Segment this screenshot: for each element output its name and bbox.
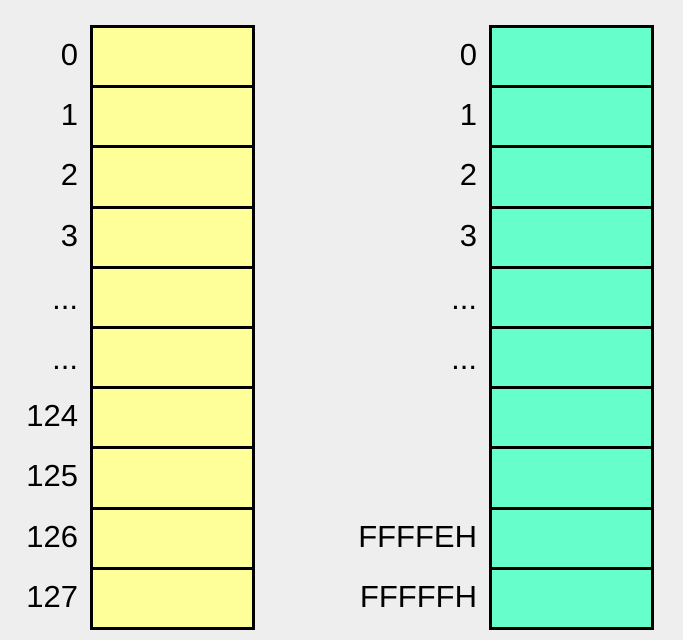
memory-cell bbox=[492, 449, 651, 510]
memory-cell bbox=[93, 510, 252, 570]
address-label: 2 bbox=[60, 157, 78, 193]
address-label: 125 bbox=[26, 458, 78, 494]
memory-cell bbox=[93, 88, 252, 149]
address-label: ... bbox=[52, 280, 78, 316]
address-label: FFFFEH bbox=[358, 518, 477, 554]
memory-cell bbox=[492, 148, 651, 209]
memory-cell bbox=[93, 570, 252, 630]
memory-cell bbox=[93, 209, 252, 269]
memory-cell bbox=[492, 329, 651, 390]
memory-cell bbox=[492, 28, 651, 89]
memory-cell bbox=[492, 88, 651, 149]
memory-cell bbox=[93, 329, 252, 390]
address-label: ... bbox=[451, 280, 477, 316]
address-label: 3 bbox=[459, 217, 477, 253]
memory-cell bbox=[492, 510, 651, 570]
address-label bbox=[300, 386, 477, 446]
address-label: 2 bbox=[459, 157, 477, 193]
memory-cell bbox=[93, 269, 252, 329]
address-label: 0 bbox=[60, 37, 78, 72]
memory-cell bbox=[492, 269, 651, 329]
address-label: ... bbox=[52, 340, 78, 376]
left-memory-cells bbox=[90, 25, 255, 630]
memory-cell bbox=[492, 389, 651, 450]
address-label bbox=[300, 446, 477, 506]
memory-cell bbox=[93, 389, 252, 450]
address-label: ... bbox=[451, 340, 477, 376]
address-label: 0 bbox=[459, 37, 477, 72]
address-label: 124 bbox=[26, 398, 78, 434]
right-memory-cells bbox=[489, 25, 654, 630]
address-label: 127 bbox=[26, 578, 78, 614]
address-label: 1 bbox=[459, 97, 477, 133]
memory-cell bbox=[93, 449, 252, 510]
address-label: FFFFFH bbox=[359, 578, 477, 614]
left-address-labels: 0 1 2 3 ... ... 124 125 126 127 bbox=[0, 25, 78, 627]
memory-cell bbox=[492, 570, 651, 630]
memory-cell bbox=[492, 209, 651, 269]
address-label: 3 bbox=[60, 217, 78, 253]
right-address-labels: 0 1 2 3 ... ... FFFFEH FFFFFH bbox=[300, 25, 477, 627]
address-label: 1 bbox=[60, 97, 78, 133]
memory-cell bbox=[93, 28, 252, 89]
address-label: 126 bbox=[26, 518, 78, 554]
memory-cell bbox=[93, 148, 252, 209]
